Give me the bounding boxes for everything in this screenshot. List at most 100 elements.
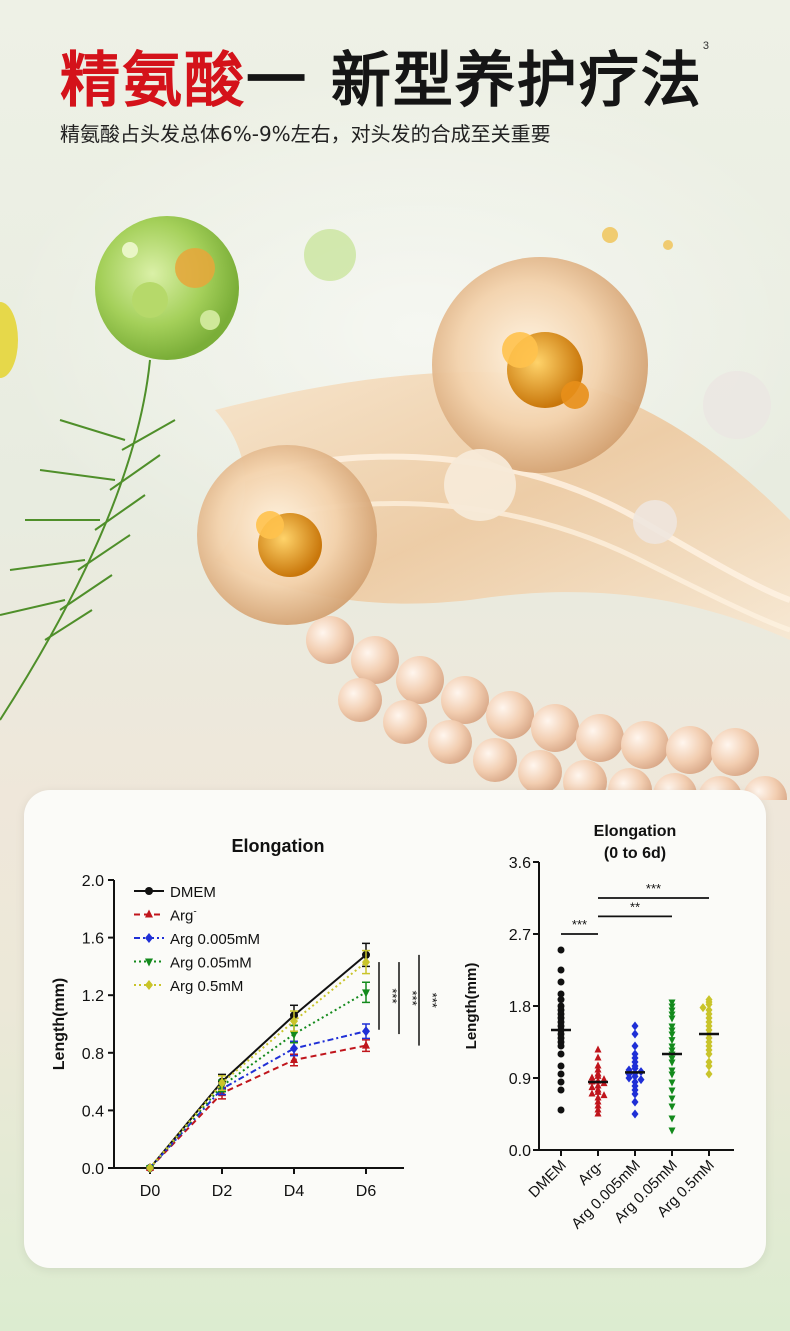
legend-marker	[145, 933, 153, 943]
scatter-chart-y-tick-label: 0.0	[509, 1143, 531, 1160]
title-footnote: 3	[702, 40, 710, 52]
line-series-4	[149, 961, 367, 1169]
scatter-point	[705, 999, 713, 1009]
scatter-point	[625, 1073, 633, 1083]
line-point	[362, 989, 370, 998]
scatter-point	[588, 1083, 596, 1091]
scatter-chart-x-tick-label: Arg-	[575, 1157, 607, 1189]
legend-label: Arg 0.005mM	[170, 931, 260, 948]
leaf-shape	[0, 302, 18, 378]
chart-card: Elongation Length(mm) 0.0 0.4 0.8 1.2 1.6 2.0…	[24, 790, 766, 1268]
scatter-point	[631, 1041, 639, 1051]
significance-label: ***	[646, 881, 661, 896]
line-chart-y-tick-label: 0.4	[82, 1103, 104, 1120]
line-chart-y-tick-label: 1.2	[82, 988, 104, 1005]
scatter-point	[594, 1105, 602, 1113]
scatter-point	[631, 1089, 639, 1099]
scatter-point	[668, 1011, 676, 1019]
scatter-point	[631, 1097, 639, 1107]
scatter-point	[557, 990, 565, 998]
legend-marker	[145, 980, 153, 990]
significance-label: **	[630, 899, 640, 914]
pearl-bubble	[703, 371, 771, 439]
scatter-point	[557, 946, 565, 954]
scatter-chart-y-tick-label: 1.8	[509, 999, 531, 1016]
scatter-point	[668, 1095, 676, 1103]
line-point	[218, 1078, 226, 1089]
scatter-point	[588, 1089, 596, 1097]
line-chart-y-tick-label: 0.8	[82, 1046, 104, 1063]
line-chart: Elongation Length(mm) 0.0 0.4 0.8 1.2 1.6 2.0…	[51, 836, 440, 1200]
scatter-point	[668, 1087, 676, 1095]
significance-label: ***	[572, 917, 587, 932]
scatter-point	[594, 1045, 602, 1053]
line-series-2	[149, 1030, 367, 1169]
scatter-chart: Elongation (0 to 6d) Length(mm) 0.0 0.9 1.…	[463, 823, 734, 1233]
title-rest: 一 新型养护疗法	[246, 46, 703, 116]
scatter-point	[668, 1055, 676, 1063]
line-point	[146, 1163, 154, 1173]
line-point	[362, 957, 370, 968]
hero-illustration	[0, 70, 790, 800]
amber-molecule-sphere-large	[432, 257, 648, 473]
scatter-point	[557, 1042, 565, 1050]
scatter-point	[705, 1061, 713, 1071]
line-chart-y-tick-label: 0.0	[82, 1161, 104, 1178]
scatter-point	[557, 1070, 565, 1078]
line-chart-x-tick-label: D4	[284, 1183, 305, 1200]
pearl-beads	[306, 616, 787, 800]
scatter-chart-y-tick-label: 2.7	[509, 927, 531, 944]
scatter-point	[637, 1075, 645, 1085]
legend-marker	[145, 909, 153, 918]
scatter-point	[600, 1075, 608, 1083]
line-point	[362, 1026, 370, 1037]
scatter-point	[557, 1106, 565, 1114]
blurred-sphere	[304, 229, 356, 281]
scatter-point	[631, 1021, 639, 1031]
significance-label: ***	[405, 990, 420, 1005]
scatter-point	[600, 1091, 608, 1099]
scatter-point	[668, 1079, 676, 1087]
scatter-point	[557, 1086, 565, 1094]
line-point	[290, 1016, 298, 1027]
line-series-1	[149, 1044, 367, 1169]
hero-section: 精氨酸一 新型养护疗法3 精氨酸占头发总体6%-9%左右，对头发的合成至关重要	[0, 40, 790, 800]
scatter-point	[594, 1087, 602, 1095]
scatter-point	[557, 978, 565, 986]
scatter-point	[631, 1029, 639, 1039]
line-chart-y-axis-label: Length(mm)	[51, 978, 68, 1070]
line-series-3	[149, 991, 367, 1169]
line-chart-x-tick-label: D0	[140, 1183, 161, 1200]
line-chart-x-tick-label: D2	[212, 1183, 233, 1200]
fern-sprig	[0, 359, 176, 721]
scatter-point	[668, 999, 676, 1007]
scatter-point	[668, 1015, 676, 1023]
scatter-chart-title: Elongation	[594, 823, 677, 840]
legend-label: Arg 0.05mM	[170, 955, 252, 972]
scatter-point	[594, 1109, 602, 1117]
scatter-chart-y-tick-label: 0.9	[509, 1071, 531, 1088]
significance-label: ***	[385, 988, 400, 1003]
scatter-point	[699, 1003, 707, 1013]
scatter-point	[668, 1027, 676, 1035]
scatter-point	[668, 1003, 676, 1011]
scatter-point	[668, 1059, 676, 1067]
legend-marker	[145, 887, 153, 895]
scatter-point	[668, 1103, 676, 1111]
scatter-point	[668, 1067, 676, 1075]
line-chart-title: Elongation	[232, 836, 325, 856]
scatter-point	[668, 1047, 676, 1055]
scatter-point	[668, 1115, 676, 1123]
scatter-point	[594, 1101, 602, 1109]
line-chart-x-tick-label: D6	[356, 1183, 377, 1200]
line-point	[290, 1055, 298, 1063]
scatter-point	[631, 1063, 639, 1073]
line-point	[362, 1040, 370, 1049]
scatter-point	[668, 1023, 676, 1031]
line-point	[290, 1043, 298, 1054]
scatter-point	[594, 1061, 602, 1069]
scatter-point	[668, 1037, 676, 1045]
scatter-point	[705, 1049, 713, 1059]
scatter-point	[557, 1078, 565, 1086]
scatter-point	[668, 1127, 676, 1135]
